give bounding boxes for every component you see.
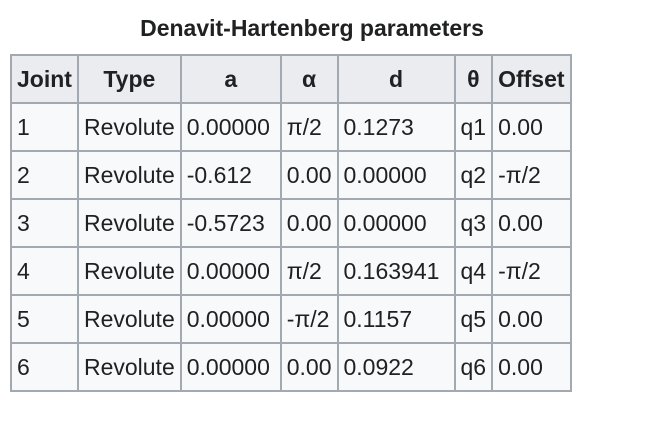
- cell-type: Revolute: [76, 198, 182, 248]
- header-type: Type: [76, 54, 182, 104]
- cell-d: 0.00000: [336, 198, 456, 248]
- cell-theta: q4: [453, 246, 494, 296]
- table-row: 1 Revolute 0.00000 π/2 0.1273 q1 0.00: [10, 102, 572, 152]
- cell-offset: -π/2: [491, 246, 572, 296]
- table-row: 2 Revolute -0.612 0.00 0.00000 q2 -π/2: [10, 150, 572, 200]
- cell-d: 0.163941: [336, 246, 456, 296]
- cell-a: -0.612: [179, 150, 282, 200]
- cell-offset: -π/2: [491, 150, 572, 200]
- cell-joint: 5: [10, 294, 79, 344]
- cell-alpha: -π/2: [279, 294, 339, 344]
- cell-a: 0.00000: [179, 246, 282, 296]
- cell-joint: 2: [10, 150, 79, 200]
- cell-a: 0.00000: [179, 102, 282, 152]
- cell-type: Revolute: [76, 294, 182, 344]
- cell-alpha: π/2: [279, 246, 339, 296]
- cell-offset: 0.00: [491, 198, 572, 248]
- cell-joint: 6: [10, 342, 79, 392]
- table-row: 3 Revolute -0.5723 0.00 0.00000 q3 0.00: [10, 198, 572, 248]
- header-a: a: [179, 54, 282, 104]
- cell-joint: 3: [10, 198, 79, 248]
- cell-theta: q6: [453, 342, 494, 392]
- dh-parameters-table: Joint Type a α d θ Offset 1 Revolute 0.0…: [10, 54, 572, 392]
- header-alpha: α: [279, 54, 339, 104]
- cell-offset: 0.00: [491, 342, 572, 392]
- cell-a: -0.5723: [179, 198, 282, 248]
- table-row: 5 Revolute 0.00000 -π/2 0.1157 q5 0.00: [10, 294, 572, 344]
- cell-theta: q5: [453, 294, 494, 344]
- cell-theta: q3: [453, 198, 494, 248]
- cell-d: 0.0922: [336, 342, 456, 392]
- table-row: 4 Revolute 0.00000 π/2 0.163941 q4 -π/2: [10, 246, 572, 296]
- cell-type: Revolute: [76, 246, 182, 296]
- cell-d: 0.00000: [336, 150, 456, 200]
- cell-alpha: 0.00: [279, 150, 339, 200]
- cell-joint: 4: [10, 246, 79, 296]
- cell-a: 0.00000: [179, 294, 282, 344]
- table-row: 6 Revolute 0.00000 0.00 0.0922 q6 0.00: [10, 342, 572, 392]
- cell-d: 0.1157: [336, 294, 456, 344]
- table-header-row: Joint Type a α d θ Offset: [10, 54, 572, 104]
- header-joint: Joint: [10, 54, 79, 104]
- cell-type: Revolute: [76, 150, 182, 200]
- header-d: d: [336, 54, 456, 104]
- cell-theta: q2: [453, 150, 494, 200]
- cell-d: 0.1273: [336, 102, 456, 152]
- cell-type: Revolute: [76, 342, 182, 392]
- table-caption: Denavit-Hartenberg parameters: [140, 15, 484, 41]
- cell-a: 0.00000: [179, 342, 282, 392]
- cell-joint: 1: [10, 102, 79, 152]
- cell-offset: 0.00: [491, 294, 572, 344]
- cell-offset: 0.00: [491, 102, 572, 152]
- cell-theta: q1: [453, 102, 494, 152]
- cell-alpha: π/2: [279, 102, 339, 152]
- header-theta: θ: [453, 54, 494, 104]
- cell-alpha: 0.00: [279, 198, 339, 248]
- cell-type: Revolute: [76, 102, 182, 152]
- header-offset: Offset: [491, 54, 572, 104]
- dh-table-container: Denavit-Hartenberg parameters Joint Type…: [10, 14, 614, 392]
- cell-alpha: 0.00: [279, 342, 339, 392]
